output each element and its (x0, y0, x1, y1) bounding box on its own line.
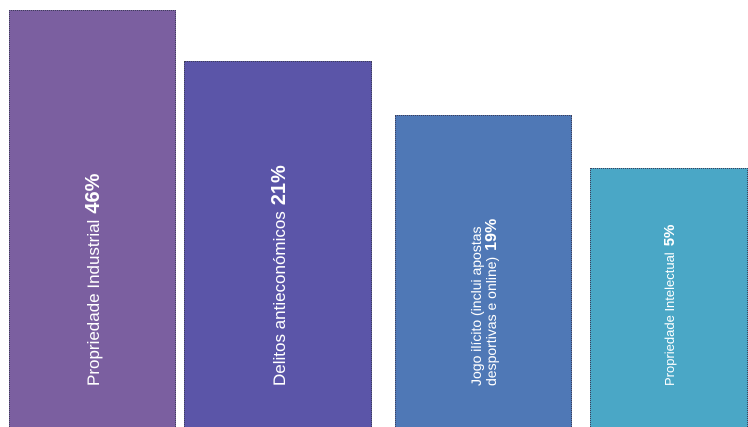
category-label: Propriedade Intelectual (662, 252, 677, 386)
bar-1: Propriedade Industrial 46% (9, 10, 176, 427)
value-label: 21% (267, 165, 290, 206)
bar-label: Jogo ilícito (inclui apostas desportivas … (468, 218, 500, 386)
bar-3: Jogo ilícito (inclui apostas desportivas … (395, 115, 572, 427)
category-label: Delitos antieconómicos (269, 211, 289, 386)
bar-label: Propriedade Intelectual 5% (661, 224, 678, 386)
bar-label: Propriedade Industrial 46% (82, 173, 104, 386)
value-label: 46% (82, 173, 104, 214)
category-label: Propriedade Industrial (84, 219, 103, 386)
bar-label: Delitos antieconómicos 21% (267, 165, 290, 386)
value-label: 19% (482, 218, 500, 251)
bar-2: Delitos antieconómicos 21% (184, 61, 372, 427)
category-label: Jogo ilícito (inclui apostas (468, 226, 484, 386)
value-label: 5% (661, 224, 678, 247)
bar-4: Propriedade Intelectual 5% (590, 168, 748, 427)
category-label: desportivas e online) (482, 256, 499, 386)
